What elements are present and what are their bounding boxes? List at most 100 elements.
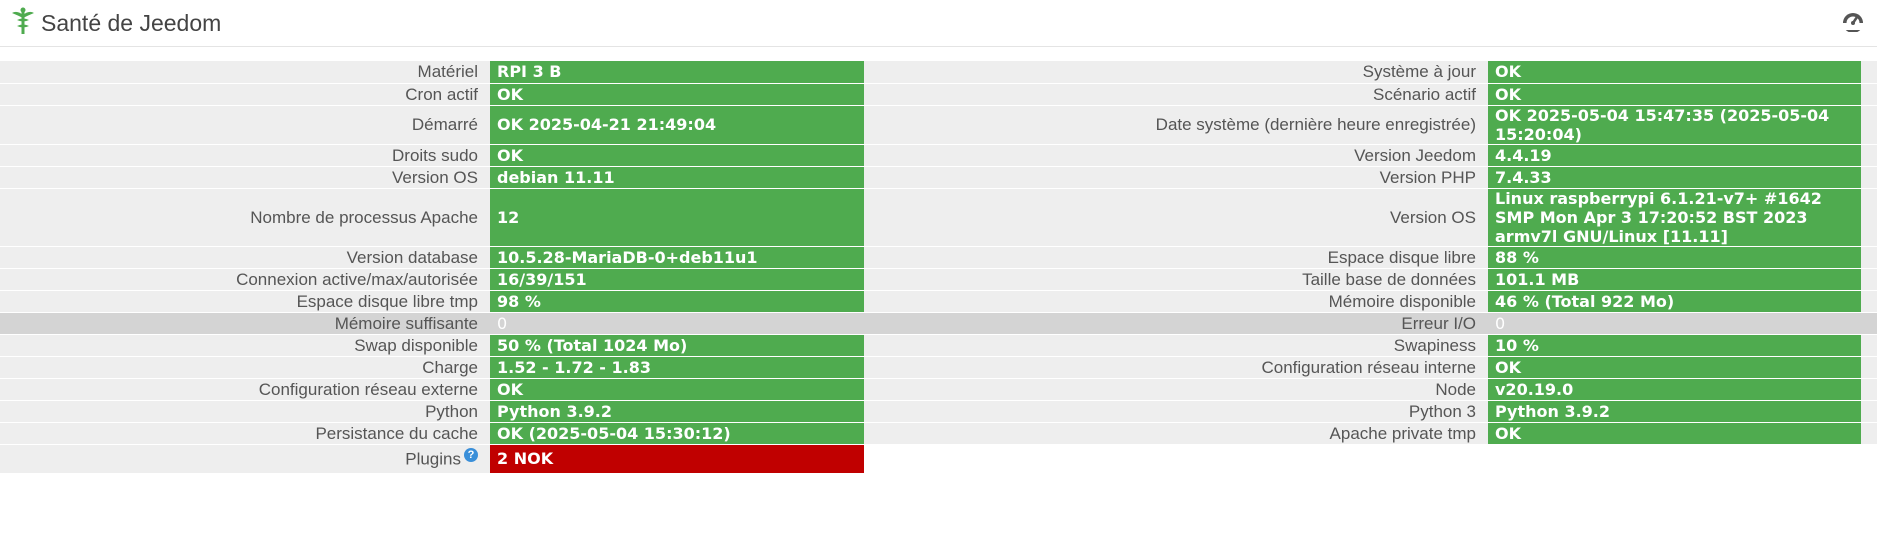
health-check-label: Version database: [0, 246, 490, 269]
row-padding: [1861, 356, 1877, 379]
table-row: Connexion active/max/autorisée 16/39/151 T…: [0, 268, 1877, 291]
health-check-label: Swap disponible: [0, 334, 490, 357]
health-check-label: Taille base de données: [864, 268, 1488, 291]
row-padding: [1861, 400, 1877, 423]
health-check-label: Scénario actif: [864, 83, 1488, 106]
health-check-label: Python 3: [864, 400, 1488, 423]
dashboard-gauge-icon[interactable]: [1841, 8, 1865, 32]
health-check-label: Mémoire suffisante: [0, 312, 490, 335]
health-check-label: Node: [864, 378, 1488, 401]
row-padding: [1861, 378, 1877, 401]
health-check-value: debian 11.11: [490, 166, 864, 189]
page-header: Santé de Jeedom: [0, 0, 1877, 47]
health-check-label: Charge: [0, 356, 490, 379]
row-padding: [1861, 422, 1877, 445]
table-row: Droits sudo OK Version Jeedom 4.4.19: [0, 144, 1877, 167]
table-row-plugins: Plugins? 2 NOK: [0, 444, 1877, 474]
health-check-label: Cron actif: [0, 83, 490, 106]
health-check-label: Version Jeedom: [864, 144, 1488, 167]
page-title: Santé de Jeedom: [41, 10, 222, 36]
table-row: Configuration réseau externe OK Node v20.19…: [0, 378, 1877, 401]
row-padding: [1861, 268, 1877, 291]
health-check-label: Espace disque libre tmp: [0, 290, 490, 313]
table-row: Version database 10.5.28-MariaDB-0+deb11u…: [0, 246, 1877, 269]
health-check-label: Espace disque libre: [864, 246, 1488, 269]
health-check-label: Mémoire disponible: [864, 290, 1488, 313]
health-check-value: 1.52 - 1.72 - 1.83: [490, 356, 864, 379]
empty-cell: [1488, 444, 1861, 474]
health-check-value: Python 3.9.2: [1488, 400, 1861, 423]
health-check-label: Nombre de processus Apache: [0, 188, 490, 247]
table-row: Version OS debian 11.11 Version PHP 7.4.33: [0, 166, 1877, 189]
health-check-label: Python: [0, 400, 490, 423]
health-check-value: OK: [490, 144, 864, 167]
health-check-label: Apache private tmp: [864, 422, 1488, 445]
health-check-label: Connexion active/max/autorisée: [0, 268, 490, 291]
empty-cell: [1861, 444, 1877, 474]
jeedom-caduceus-icon: [12, 7, 34, 34]
health-check-value: OK 2025-04-21 21:49:04: [490, 105, 864, 145]
health-check-value: 0: [490, 312, 864, 335]
plugins-status-value[interactable]: 2 NOK: [490, 444, 864, 474]
health-check-value: 10.5.28-MariaDB-0+deb11u1: [490, 246, 864, 269]
row-padding: [1861, 144, 1877, 167]
health-check-value: Python 3.9.2: [490, 400, 864, 423]
table-row: Nombre de processus Apache 12 Version OS Li…: [0, 188, 1877, 247]
health-check-label: Système à jour: [864, 61, 1488, 84]
plugins-label: Plugins?: [0, 444, 490, 474]
health-check-value: OK 2025-05-04 15:47:35 (2025-05-04 15:20…: [1488, 105, 1861, 145]
health-check-value: OK (2025-05-04 15:30:12): [490, 422, 864, 445]
health-check-label: Droits sudo: [0, 144, 490, 167]
health-check-label: Date système (dernière heure enregistrée…: [864, 105, 1488, 145]
health-check-value: OK: [1488, 61, 1861, 84]
row-padding: [1861, 61, 1877, 84]
health-check-value: OK: [490, 378, 864, 401]
health-check-value: 101.1 MB: [1488, 268, 1861, 291]
health-check-value: 50 % (Total 1024 Mo): [490, 334, 864, 357]
health-check-label: Version OS: [0, 166, 490, 189]
table-row: Espace disque libre tmp 98 % Mémoire dispo…: [0, 290, 1877, 313]
row-padding: [1861, 312, 1877, 335]
table-row: Charge 1.52 - 1.72 - 1.83 Configuration ré…: [0, 356, 1877, 379]
table-row: Mémoire suffisante 0 Erreur I/O 0: [0, 312, 1877, 335]
health-check-value: OK: [1488, 356, 1861, 379]
health-check-value: RPI 3 B: [490, 61, 864, 84]
question-circle-icon[interactable]: ?: [464, 448, 478, 463]
health-check-label: Matériel: [0, 61, 490, 84]
row-padding: [1861, 246, 1877, 269]
health-check-label: Démarré: [0, 105, 490, 145]
empty-cell: [864, 444, 1488, 474]
table-row: Persistance du cache OK (2025-05-04 15:30…: [0, 422, 1877, 445]
plugins-label-text: Plugins: [405, 449, 461, 469]
health-check-label: Configuration réseau externe: [0, 378, 490, 401]
table-row: Swap disponible 50 % (Total 1024 Mo) Swapi…: [0, 334, 1877, 357]
health-check-value: v20.19.0: [1488, 378, 1861, 401]
row-padding: [1861, 290, 1877, 313]
health-check-value: 4.4.19: [1488, 144, 1861, 167]
health-check-value: OK: [490, 83, 864, 106]
health-table: Matériel RPI 3 B Système à jour OK Cron acti…: [0, 61, 1877, 474]
row-padding: [1861, 83, 1877, 106]
health-check-value: 46 % (Total 922 Mo): [1488, 290, 1861, 313]
health-check-value: 88 %: [1488, 246, 1861, 269]
health-check-label: Configuration réseau interne: [864, 356, 1488, 379]
health-check-value: OK: [1488, 83, 1861, 106]
health-check-value: 10 %: [1488, 334, 1861, 357]
table-row: Matériel RPI 3 B Système à jour OK: [0, 61, 1877, 84]
table-row: Python Python 3.9.2 Python 3 Python 3.9.2: [0, 400, 1877, 423]
table-row: Cron actif OK Scénario actif OK: [0, 83, 1877, 106]
health-check-label: Swapiness: [864, 334, 1488, 357]
row-padding: [1861, 188, 1877, 247]
health-check-value: 12: [490, 188, 864, 247]
health-check-label: Version OS: [864, 188, 1488, 247]
health-check-value: 7.4.33: [1488, 166, 1861, 189]
health-check-label: Erreur I/O: [864, 312, 1488, 335]
health-check-value: 98 %: [490, 290, 864, 313]
table-row: Démarré OK 2025-04-21 21:49:04 Date systèm…: [0, 105, 1877, 145]
health-check-value: Linux raspberrypi 6.1.21-v7+ #1642 SMP M…: [1488, 188, 1861, 247]
health-check-value: OK: [1488, 422, 1861, 445]
row-padding: [1861, 105, 1877, 145]
health-check-label: Persistance du cache: [0, 422, 490, 445]
health-check-value: 16/39/151: [490, 268, 864, 291]
health-check-value: 0: [1488, 312, 1861, 335]
